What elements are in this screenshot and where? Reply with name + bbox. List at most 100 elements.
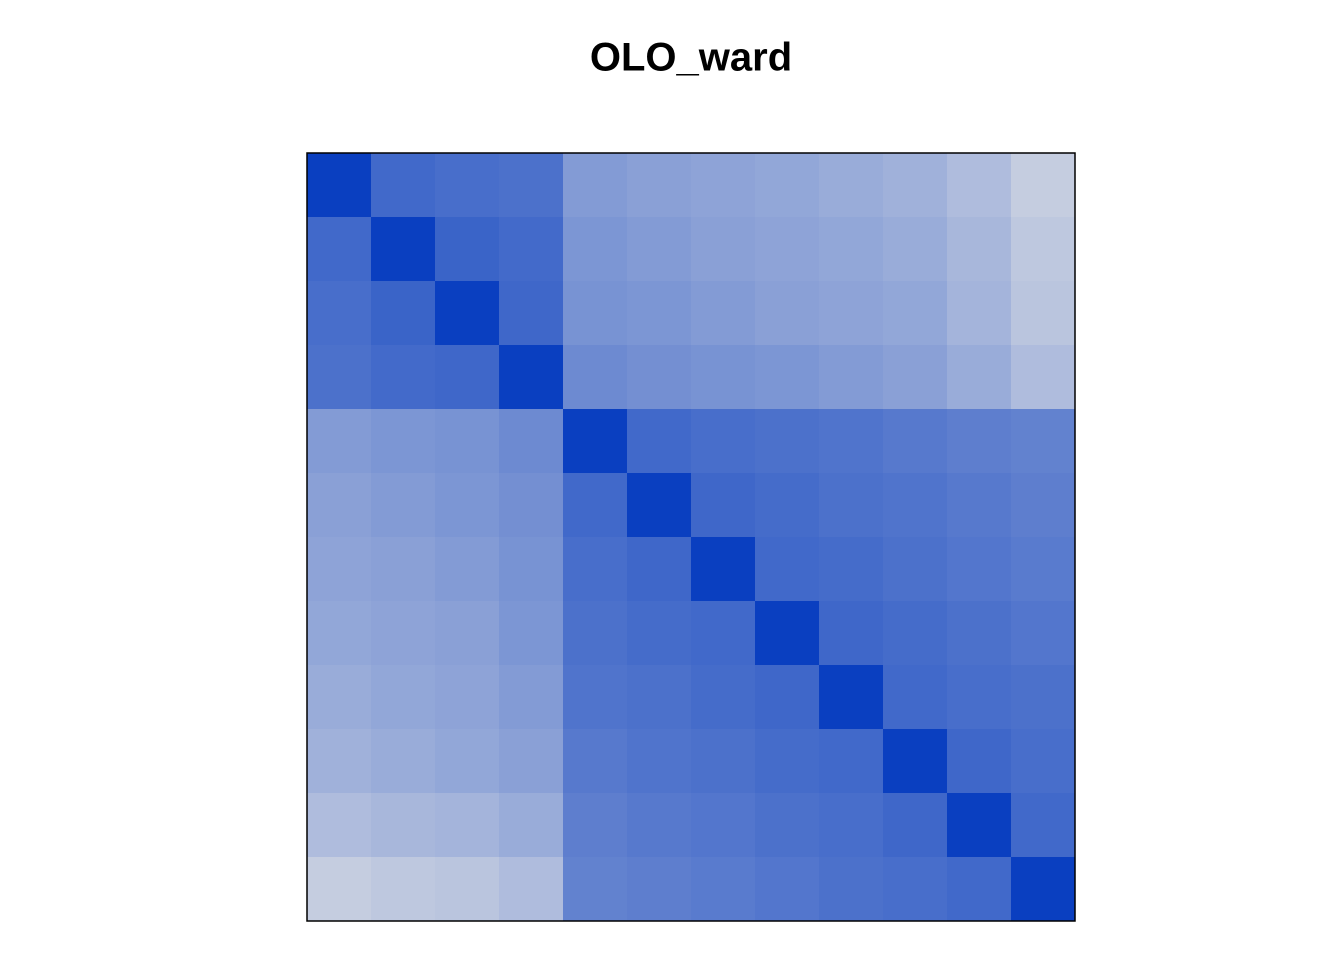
heatmap-cell [307, 281, 372, 346]
heatmap-cell [819, 281, 884, 346]
heatmap-cell [1011, 857, 1076, 922]
heatmap-cell [563, 601, 628, 666]
heatmap-cell [563, 345, 628, 410]
heatmap-cell [1011, 601, 1076, 666]
heatmap-cell [627, 793, 692, 858]
heatmap-cell [755, 665, 820, 730]
heatmap-cell [947, 217, 1012, 282]
heatmap-cell [499, 793, 564, 858]
chart-title: OLO_ward [590, 36, 792, 80]
heatmap-cell [563, 729, 628, 794]
heatmap-cell [627, 345, 692, 410]
heatmap-cell [883, 345, 948, 410]
heatmap-cell [755, 281, 820, 346]
heatmap-cell [563, 857, 628, 922]
heatmap-cell [883, 729, 948, 794]
heatmap-cell [947, 601, 1012, 666]
heatmap-cell [819, 857, 884, 922]
heatmap-cell [947, 409, 1012, 474]
heatmap-cell [755, 473, 820, 538]
heatmap-cell [755, 409, 820, 474]
heatmap-cell [947, 537, 1012, 602]
heatmap-cell [691, 665, 756, 730]
heatmap-cell [947, 345, 1012, 410]
heatmap-cell [435, 281, 500, 346]
heatmap-cell [691, 217, 756, 282]
heatmap-cell [307, 665, 372, 730]
heatmap-cell [435, 409, 500, 474]
heatmap-cell [435, 857, 500, 922]
heatmap-cell [435, 473, 500, 538]
heatmap-cell [563, 281, 628, 346]
heatmap-cell [691, 345, 756, 410]
heatmap-cell [819, 409, 884, 474]
heatmap-cell [883, 281, 948, 346]
heatmap-cell [819, 729, 884, 794]
heatmap-cell [371, 537, 436, 602]
heatmap-cell [435, 153, 500, 218]
heatmap-cell [627, 217, 692, 282]
heatmap-cell [435, 665, 500, 730]
heatmap-cell [1011, 793, 1076, 858]
heatmap-cell [883, 601, 948, 666]
heatmap-cell [1011, 729, 1076, 794]
heatmap-cell [371, 409, 436, 474]
heatmap-cell [371, 345, 436, 410]
heatmap-cell [883, 217, 948, 282]
heatmap-cell [883, 409, 948, 474]
heatmap-cell [307, 409, 372, 474]
heatmap-cell [627, 665, 692, 730]
heatmap-cell [755, 153, 820, 218]
heatmap-cell [691, 409, 756, 474]
heatmap-cell [691, 793, 756, 858]
heatmap-cell [1011, 281, 1076, 346]
heatmap-cell [499, 729, 564, 794]
heatmap-cell [307, 729, 372, 794]
heatmap-cell [947, 665, 1012, 730]
heatmap-cell [691, 857, 756, 922]
heatmap-cell [371, 857, 436, 922]
heatmap-cell [307, 345, 372, 410]
heatmap-cell [883, 473, 948, 538]
heatmap-cell [883, 857, 948, 922]
plot-border [306, 152, 1076, 922]
heatmap-cell [435, 217, 500, 282]
heatmap-cell [563, 793, 628, 858]
heatmap-cell [499, 601, 564, 666]
heatmap-cell [563, 665, 628, 730]
heatmap-cell [371, 665, 436, 730]
heatmap-cell [307, 857, 372, 922]
heatmap-cell [627, 473, 692, 538]
heatmap-cell [499, 345, 564, 410]
heatmap-cell [563, 153, 628, 218]
heatmap-cell [947, 473, 1012, 538]
heatmap-cell [563, 217, 628, 282]
heatmap-cell [755, 217, 820, 282]
heatmap-cell [435, 601, 500, 666]
heatmap-cell [947, 281, 1012, 346]
heatmap-cell [307, 153, 372, 218]
heatmap-cell [691, 473, 756, 538]
heatmap-cell [883, 793, 948, 858]
heatmap-cell [627, 857, 692, 922]
heatmap-cell [307, 793, 372, 858]
heatmap-cell [371, 473, 436, 538]
heatmap-cell [371, 281, 436, 346]
heatmap-cell [627, 281, 692, 346]
heatmap-cell [563, 473, 628, 538]
heatmap-cell [819, 793, 884, 858]
heatmap-cell [883, 153, 948, 218]
heatmap-cell [755, 729, 820, 794]
heatmap-cell [819, 345, 884, 410]
heatmap-cell [499, 153, 564, 218]
heatmap-cell [947, 857, 1012, 922]
heatmap-cell [499, 665, 564, 730]
heatmap-cell [435, 793, 500, 858]
heatmap-cell [499, 537, 564, 602]
heatmap-cell [499, 409, 564, 474]
heatmap-cell [307, 217, 372, 282]
heatmap-cell [819, 153, 884, 218]
heatmap-cell [1011, 345, 1076, 410]
heatmap-cell [371, 601, 436, 666]
